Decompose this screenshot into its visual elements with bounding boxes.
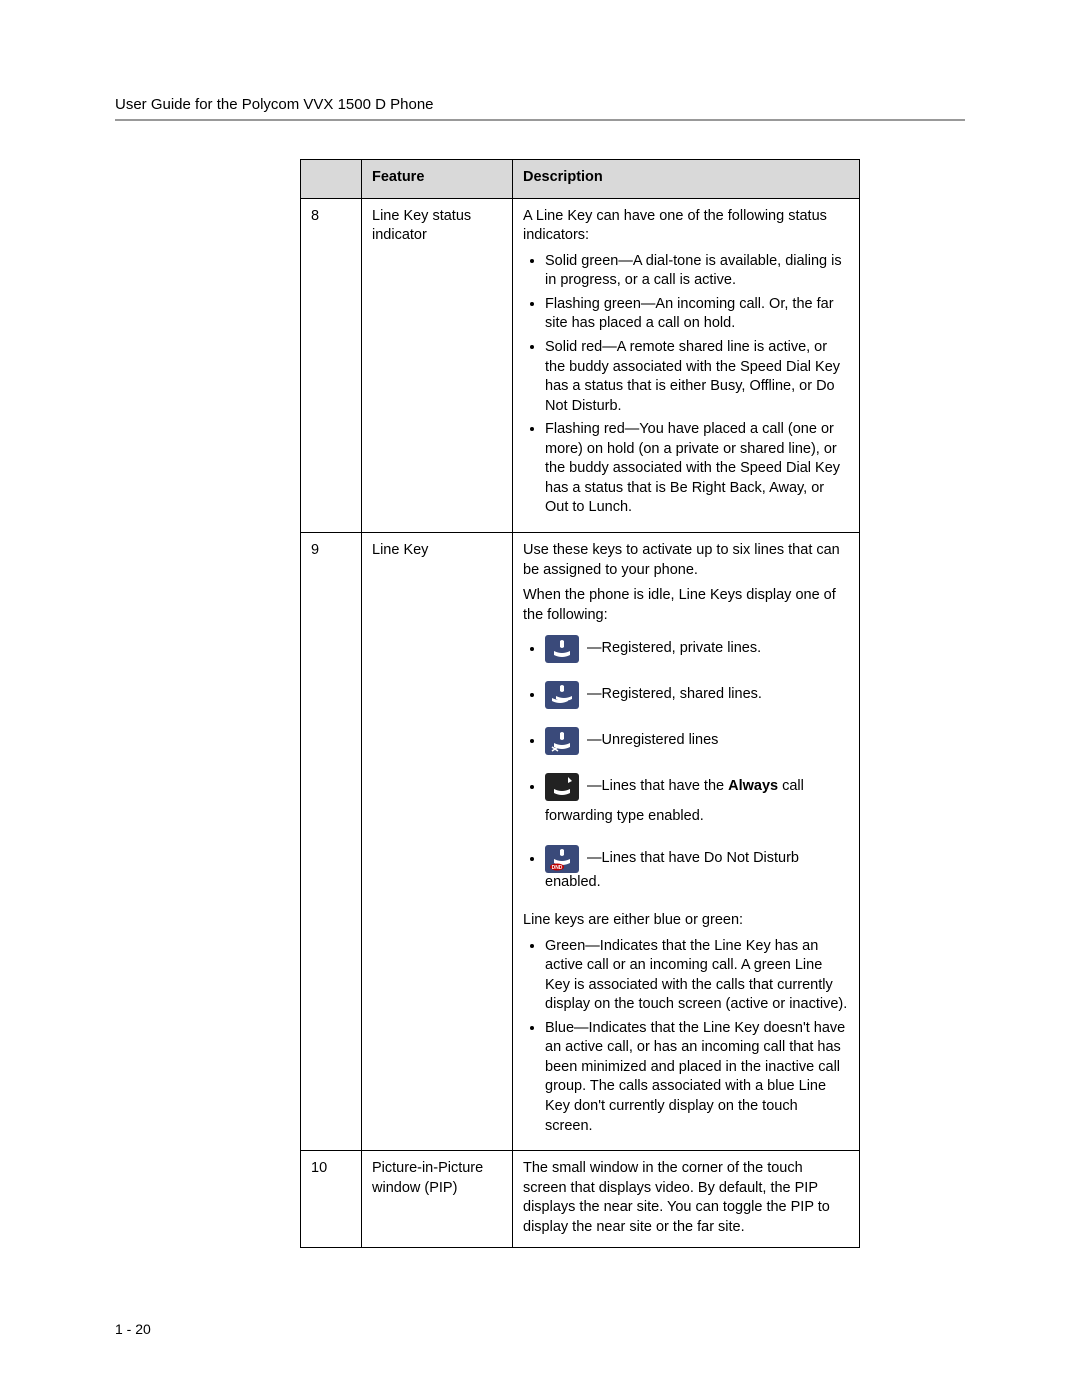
row-desc: The small window in the corner of the to… (513, 1151, 860, 1248)
row-feature: Line Key status indicator (362, 198, 513, 532)
list-item: —Unregistered lines (545, 727, 849, 755)
icon-label-pre: —Lines that have the (587, 778, 728, 794)
desc-intro: The small window in the corner of the to… (523, 1159, 849, 1237)
icon-label: —Registered, private lines. (587, 640, 761, 656)
phone-x-icon (545, 727, 579, 755)
document-page: User Guide for the Polycom VVX 1500 D Ph… (0, 0, 1080, 1397)
feature-table: Feature Description 8 Line Key status in… (300, 159, 860, 1248)
phone-double-icon (545, 681, 579, 709)
list-item: DND —Lines that have Do Not Disturb enab… (545, 845, 849, 893)
col-header-feature: Feature (362, 160, 513, 199)
desc-intro: When the phone is idle, Line Keys displa… (523, 586, 849, 625)
col-header-desc: Description (513, 160, 860, 199)
row-feature: Line Key (362, 533, 513, 1151)
row-num: 9 (301, 533, 362, 1151)
table-row: 10 Picture-in-Picture window (PIP) The s… (301, 1151, 860, 1248)
list-item: Flashing green—An incoming call. Or, the… (545, 295, 849, 334)
row-desc: Use these keys to activate up to six lin… (513, 533, 860, 1151)
table-row: 8 Line Key status indicator A Line Key c… (301, 198, 860, 532)
icon-label: —Registered, shared lines. (587, 686, 762, 702)
icon-bullet-list: —Registered, private lines. —Registered,… (523, 635, 849, 893)
row-desc: A Line Key can have one of the following… (513, 198, 860, 532)
list-item: Solid green—A dial-tone is available, di… (545, 252, 849, 291)
list-item: —Lines that have the Always call forward… (545, 773, 849, 827)
list-item: Blue—Indicates that the Line Key doesn't… (545, 1019, 849, 1136)
row-feature: Picture-in-Picture window (PIP) (362, 1151, 513, 1248)
icon-label: —Lines that have the Always call (587, 778, 804, 794)
header-rule (115, 119, 965, 121)
phone-arrow-icon (545, 773, 579, 801)
list-item: —Registered, shared lines. (545, 681, 849, 709)
desc-intro: Use these keys to activate up to six lin… (523, 541, 849, 580)
page-header-title: User Guide for the Polycom VVX 1500 D Ph… (115, 96, 965, 113)
desc-intro: A Line Key can have one of the following… (523, 207, 849, 246)
icon-sublabel: forwarding type enabled. (545, 807, 849, 827)
icon-label: —Unregistered lines (587, 732, 718, 748)
row-num: 10 (301, 1151, 362, 1248)
page-number: 1 - 20 (115, 1321, 151, 1337)
list-item: Solid red—A remote shared line is active… (545, 338, 849, 416)
icon-label: —Lines that have Do Not Disturb enabled. (545, 850, 799, 890)
bullet-list: Solid green—A dial-tone is available, di… (523, 252, 849, 518)
table-header-row: Feature Description (301, 160, 860, 199)
list-item: Flashing red—You have placed a call (one… (545, 420, 849, 518)
list-item: Green—Indicates that the Line Key has an… (545, 937, 849, 1015)
svg-text:DND: DND (552, 865, 563, 871)
phone-dnd-icon: DND (545, 845, 579, 873)
table-row: 9 Line Key Use these keys to activate up… (301, 533, 860, 1151)
icon-label-bold: Always (728, 778, 778, 794)
bullet-list: Green—Indicates that the Line Key has an… (523, 937, 849, 1137)
phone-single-icon (545, 635, 579, 663)
col-header-blank (301, 160, 362, 199)
list-item: —Registered, private lines. (545, 635, 849, 663)
icon-label-post: call (778, 778, 804, 794)
desc-mid: Line keys are either blue or green: (523, 911, 849, 931)
row-num: 8 (301, 198, 362, 532)
